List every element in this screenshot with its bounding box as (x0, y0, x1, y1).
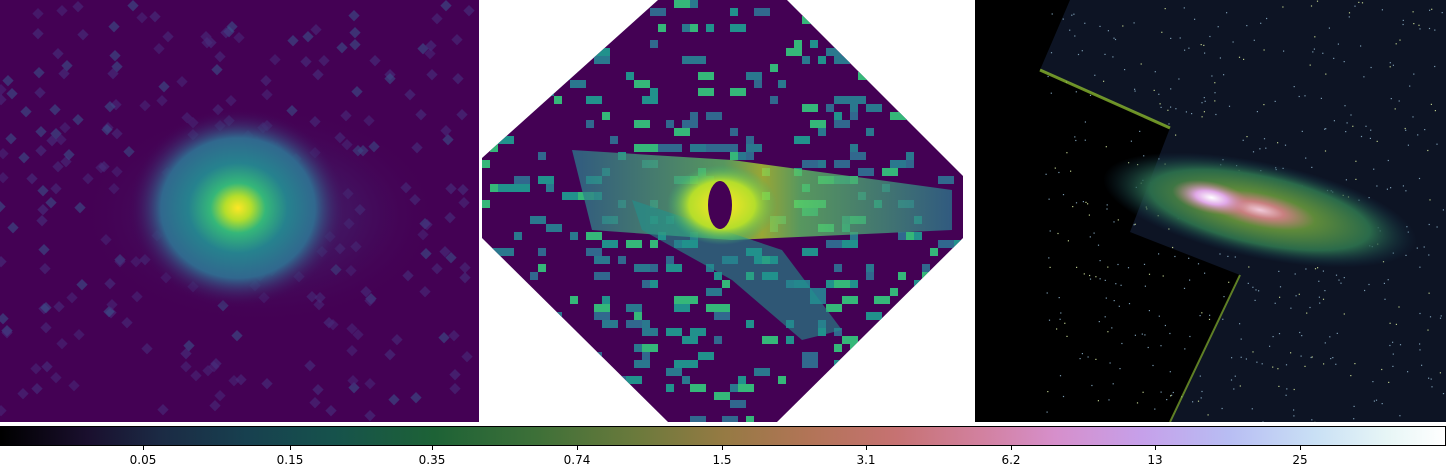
colorbar-tick (866, 446, 867, 450)
colorbar-tick (1155, 446, 1156, 450)
colorbar-tick (432, 446, 433, 450)
chip-edge (1039, 68, 1171, 130)
galaxy-nucleus (1172, 179, 1251, 216)
galaxy-optical-image (975, 0, 1446, 422)
colorbar-tick-label: 0.35 (418, 453, 446, 467)
emission-tail (632, 200, 842, 340)
colorbar-tick-label: 0.74 (563, 453, 591, 467)
colorbar-tick-label: 3.1 (856, 453, 876, 467)
colorbar-tick (143, 446, 144, 450)
colorbar-tick-label: 6.2 (1001, 453, 1021, 467)
smoothed-flux-map-image (0, 0, 479, 422)
colorbar-tick-label: 0.15 (276, 453, 304, 467)
colorbar-tick (577, 446, 578, 450)
colorbar-gradient (0, 426, 1446, 446)
masked-octagon-panel (482, 0, 963, 422)
galaxy-disk (1103, 152, 1417, 268)
colorbar-tick (290, 446, 291, 450)
colorbar-tick-label: 1.5 (712, 453, 732, 467)
masked-octagon-image (482, 0, 963, 422)
bright-core (128, 108, 348, 308)
colorbar-tick (1011, 446, 1012, 450)
colorbar-tick (1300, 446, 1301, 450)
smoothed-flux-map-panel (0, 0, 479, 422)
colorbar-tick-label: 13 (1147, 453, 1163, 467)
colorbar-tick-label: 0.05 (129, 453, 157, 467)
colorbar-tick-label: 25 (1292, 453, 1308, 467)
colorbar-tick (722, 446, 723, 450)
masked-hole (708, 181, 732, 229)
chip-edge (1169, 274, 1241, 422)
colorbar: 0.05 0.15 0.35 0.74 1.5 3.1 6.2 13 25 (0, 425, 1446, 470)
galaxy-optical-panel (975, 0, 1446, 422)
